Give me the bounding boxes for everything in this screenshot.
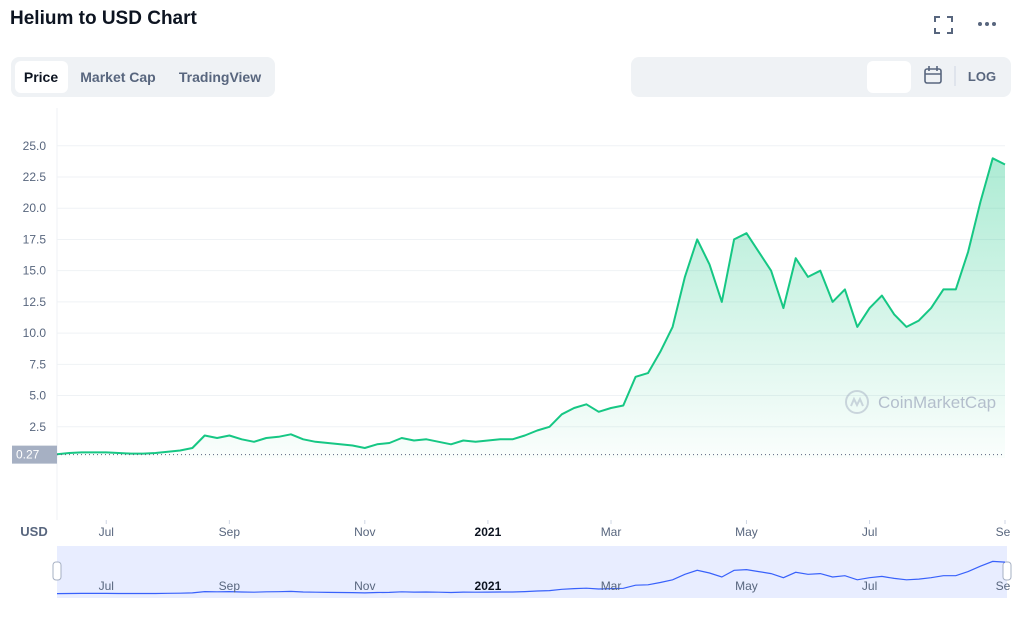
- navigator-tick-label: Jul: [862, 579, 877, 593]
- active-range: [867, 61, 911, 93]
- navigator-tick-label: Mar: [601, 579, 622, 593]
- currency-label: USD: [20, 524, 47, 539]
- y-tick-label: 5.0: [29, 389, 46, 403]
- y-tick-label: 7.5: [29, 357, 46, 371]
- active-tab: [15, 61, 68, 93]
- range-bar: [631, 57, 1011, 97]
- y-tick-label: 15.0: [23, 264, 47, 278]
- navigator-tick-label: Nov: [354, 579, 375, 593]
- navigator-tick-label: Sep: [219, 579, 241, 593]
- price-area: [57, 158, 1005, 459]
- reference-label: 0.27: [16, 448, 40, 462]
- y-tick-label: 22.5: [23, 170, 47, 184]
- calendar-icon[interactable]: [924, 66, 942, 84]
- navigator-line: [56, 560, 1006, 595]
- x-tick-label: Mar: [601, 525, 622, 539]
- y-tick-label: 25.0: [23, 139, 47, 153]
- page-title: Helium to USD Chart: [10, 8, 198, 29]
- navigator-tick-label: Jul: [99, 579, 114, 593]
- x-tick-label: 2021: [475, 525, 502, 539]
- x-tick-label: Se: [996, 525, 1011, 539]
- tab[interactable]: Market Cap: [80, 69, 155, 85]
- y-tick-label: 10.0: [23, 326, 47, 340]
- log-button[interactable]: LOG: [968, 69, 996, 84]
- y-tick-label: 17.5: [23, 232, 47, 246]
- y-tick-label: 20.0: [23, 201, 47, 215]
- navigator[interactable]: [57, 546, 1007, 598]
- fullscreen-icon[interactable]: [934, 16, 953, 34]
- tab[interactable]: TradingView: [179, 69, 261, 85]
- navigator-handle[interactable]: [52, 561, 62, 581]
- navigator-tick-label: 2021: [475, 579, 502, 593]
- x-tick-label: Sep: [219, 525, 241, 539]
- watermark-logo: [845, 390, 869, 414]
- price-line: [56, 157, 1006, 456]
- x-tick-label: Nov: [354, 525, 375, 539]
- tab[interactable]: Price: [24, 69, 58, 85]
- navigator-tick-label: Se: [996, 579, 1011, 593]
- watermark: CoinMarketCap: [878, 393, 996, 412]
- more-icon[interactable]: [978, 22, 996, 26]
- x-tick-label: Jul: [862, 525, 877, 539]
- y-tick-label: 2.5: [29, 420, 46, 434]
- reference-badge: [12, 445, 57, 464]
- x-tick-label: Jul: [99, 525, 114, 539]
- y-tick-label: 12.5: [23, 295, 47, 309]
- navigator-tick-label: May: [735, 579, 758, 593]
- navigator-handle[interactable]: [1002, 561, 1012, 581]
- x-tick-label: May: [735, 525, 758, 539]
- tab-bar: [11, 57, 275, 97]
